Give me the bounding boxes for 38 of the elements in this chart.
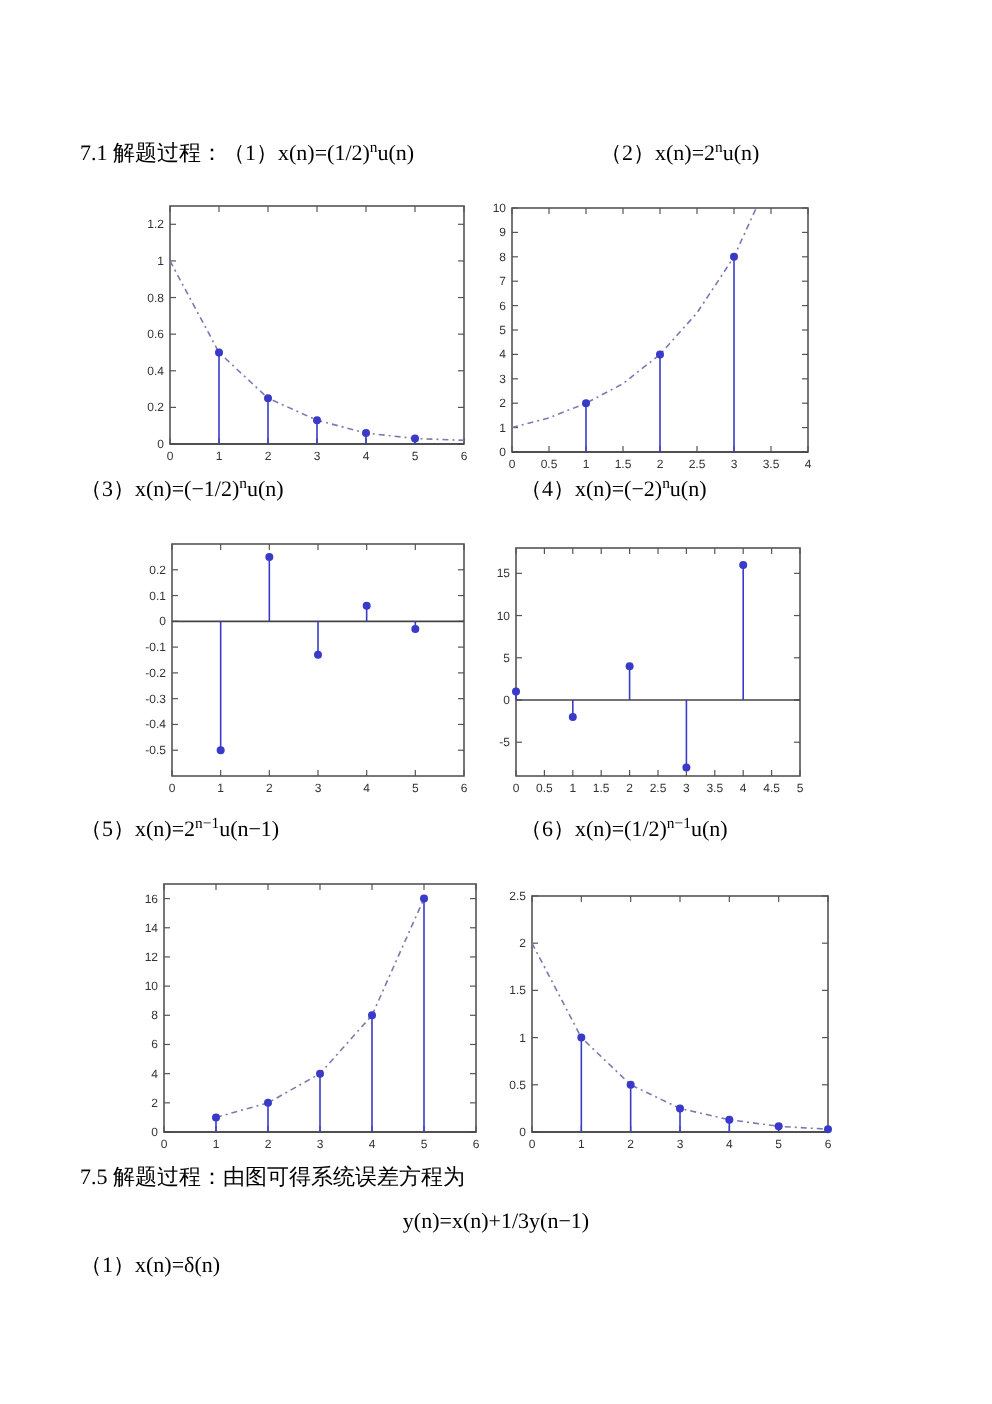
point [264,394,272,403]
point [265,552,274,561]
point [362,429,370,438]
point [568,712,577,721]
chart-title: （4）x(n)=(−2)$^{n}$u(n) [520,473,708,502]
line-series [215,897,425,1119]
point [212,1113,220,1122]
line-series [169,260,465,442]
point [215,348,223,357]
point [411,625,420,634]
chart-title: （2）x(n)=2$^{n}$u(n) [600,137,761,166]
point [362,601,371,610]
point [264,1098,272,1107]
text: （1）x(n)=δ(n) [80,1254,221,1278]
chart-title: （3）x(n)=(−1/2)$^{n}$u(n) [80,473,285,502]
point [314,650,322,659]
chart-title: 7.1 解题过程：（1）x(n)=(1/2)$^{n}$u(n) [80,137,415,166]
point [730,252,738,261]
point [420,894,428,903]
point [725,1115,734,1124]
point [368,1011,376,1020]
line-series [511,207,757,429]
point [682,763,691,772]
text: y(n)=x(n)+1/3y(n−1) [402,1210,590,1234]
chart-title: （5）x(n)=2$^{n−1}$u(n−1) [80,813,280,842]
point [216,746,225,755]
chart-title: （6）x(n)=(1/2)$^{n−1}$u(n) [520,813,729,842]
point [626,1080,635,1089]
point [512,687,520,696]
point [676,1104,684,1113]
point [739,560,748,569]
text: 7.5 解题过程：由图可得系统误差方程为 [80,1164,465,1190]
point [625,662,634,671]
point [656,350,664,359]
point [582,399,590,408]
point [316,1069,324,1078]
point [577,1033,586,1042]
point [313,416,321,425]
